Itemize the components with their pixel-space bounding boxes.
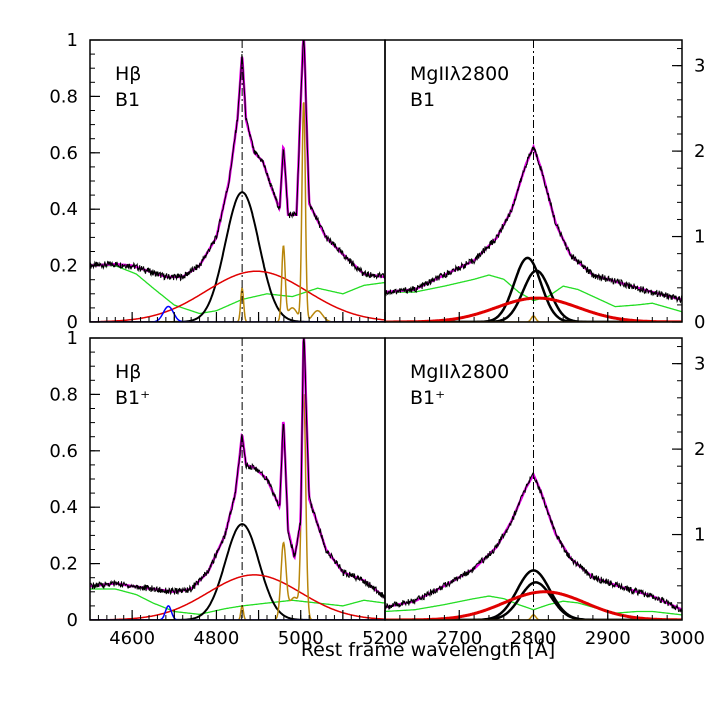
y-tick-label: 2	[694, 439, 705, 460]
y-tick-label: 3	[694, 56, 705, 77]
component-very_broad-line	[90, 270, 385, 322]
x-tick-label: 4800	[194, 628, 240, 649]
panel-line-label: Hβ	[115, 63, 141, 85]
panel-hb-b1: 0 0.2 0.4 0.6 0.8 1 Hβ B1	[49, 30, 386, 333]
y-tick-label: 0.4	[49, 199, 78, 220]
feii-template-line	[90, 588, 385, 615]
component-broad-line	[90, 523, 385, 620]
y-tick-label: 0.4	[49, 497, 78, 518]
panel-line-label: Hβ	[115, 361, 141, 383]
y-tick-label: 1	[694, 227, 705, 248]
y-tick-label: 0.8	[49, 86, 78, 107]
panel-mg-b1plus: 1 2 3 2700 2800 2900 3000 MgIIλ2800 B1⁺	[384, 337, 705, 649]
panel-sample-label: B1	[115, 89, 140, 111]
y-tick-label: 0.8	[49, 384, 78, 405]
observed-spectrum-line	[90, 40, 385, 282]
feii-template-line	[90, 264, 385, 315]
y-tick-label: 2	[694, 141, 705, 162]
x-tick-label: 5200	[362, 628, 408, 649]
x-tick-label: 5000	[278, 628, 324, 649]
component-broad-line	[90, 191, 385, 322]
panel-line-label: MgIIλ2800	[410, 361, 509, 383]
x-axis-label: Rest frame wavelength [Å]	[301, 638, 555, 661]
panel-hb-b1plus: 0 0.2 0.4 0.6 0.8 1 4600 4800 5000 5200 Hβ B1⁺	[49, 328, 408, 649]
x-tick-label: 2900	[585, 628, 631, 649]
y-tick-label: 0	[67, 312, 78, 333]
y-tick-label: 3	[694, 354, 705, 375]
y-tick-label: 1	[67, 30, 78, 51]
observed-spectrum-line	[385, 471, 682, 613]
panel-sample-label: B1	[410, 89, 435, 111]
component-narrow-line	[90, 102, 385, 322]
feii-template-line	[385, 595, 682, 616]
x-tick-label: 3000	[659, 628, 705, 649]
y-tick-label: 0.2	[49, 554, 78, 575]
y-tick-label: 0.2	[49, 256, 78, 277]
y-tick-label: 1	[694, 525, 705, 546]
y-tick-label: 1	[67, 328, 78, 349]
component-broad_a-line	[385, 256, 682, 322]
panel-mg-b1: 0 1 2 3 MgIIλ2800 B1	[384, 39, 705, 333]
observed-spectrum-line	[90, 338, 385, 600]
panel-sample-label: B1⁺	[410, 387, 445, 409]
x-tick-label: 4600	[109, 628, 155, 649]
y-tick-label: 0.6	[49, 143, 78, 164]
y-tick-label: 0.6	[49, 441, 78, 462]
x-tick-label: 2700	[436, 628, 482, 649]
plot-area-hb-b1plus	[90, 338, 385, 620]
y-tick-label: 0	[694, 312, 705, 333]
x-tick-label: 2800	[511, 628, 557, 649]
panels-layer: 00.20.40.60.81HβB10123MgIIλ2800B100.20.4…	[49, 30, 705, 649]
panel-line-label: MgIIλ2800	[410, 63, 509, 85]
component-broad_a-line	[385, 569, 682, 620]
panel-sample-label: B1⁺	[115, 387, 150, 409]
y-tick-label: 0	[67, 610, 78, 631]
component-very_broad-line	[90, 574, 385, 620]
